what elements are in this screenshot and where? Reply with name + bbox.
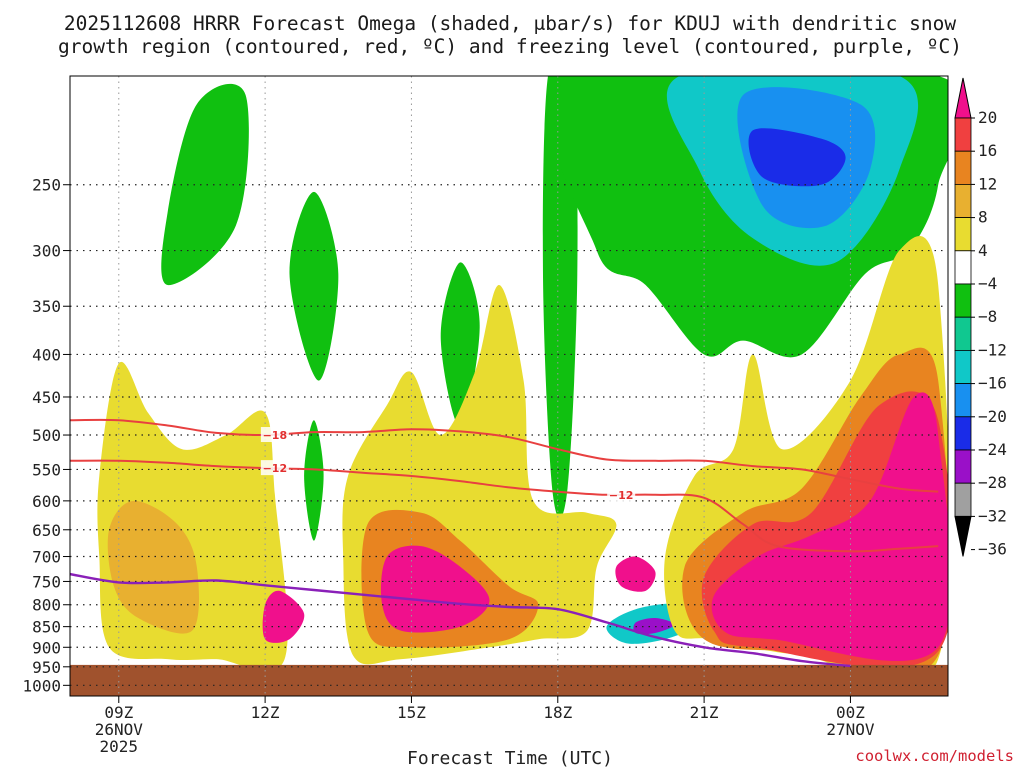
contour-label-0: −18 <box>263 429 288 442</box>
omega-region-upper-core <box>748 128 846 187</box>
below-ground-fill <box>70 664 948 696</box>
y-tick-label-400: 400 <box>32 345 61 364</box>
contour-dgz-bottom <box>70 459 939 553</box>
x-tick-label-9-1: 26NOV <box>95 720 144 739</box>
contour-labels: −18 −12 −12 <box>260 427 636 502</box>
colorbar-label-2: 12 <box>978 174 997 193</box>
colorbar-segment-6 <box>954 283 972 318</box>
y-tick-label-300: 300 <box>32 242 61 261</box>
x-axis-label: Forecast Time (UTC) <box>407 748 613 768</box>
chart-title-line-1: 2025112608 HRRR Forecast Omega (shaded, … <box>64 12 956 35</box>
y-tick-label-350: 350 <box>32 297 61 316</box>
y-tick-label-900: 900 <box>32 638 61 657</box>
omega-region-descent-magenta-center <box>380 545 490 633</box>
colorbar-label-3: 8 <box>978 208 988 227</box>
colorbar-top-arrow <box>954 77 972 119</box>
x-tick-label-15-0: 15Z <box>397 703 426 722</box>
y-tick-label-650: 650 <box>32 521 61 540</box>
x-tick-label-24-0: 00Z <box>836 703 865 722</box>
colorbar-label-6: −8 <box>978 307 997 326</box>
colorbar-segment-5 <box>954 250 972 285</box>
y-tick-label-700: 700 <box>32 548 61 567</box>
colorbar-label-8: −16 <box>978 374 1007 393</box>
colorbar-label-9: −20 <box>978 407 1007 426</box>
colorbar-segment-2 <box>954 150 972 185</box>
contour-label-1: −12 <box>263 462 288 475</box>
colorbar-label-5: −4 <box>978 274 997 293</box>
y-tick-label-450: 450 <box>32 388 61 407</box>
colorbar-segment-3 <box>954 183 972 218</box>
colorbar-label-0: 20 <box>978 108 997 127</box>
omega-region-descent-magenta-east-2 <box>615 556 656 592</box>
colorbar-segment-11 <box>954 449 972 484</box>
x-tick-label-24-1: 27NOV <box>826 720 875 739</box>
contour-label-bg-2 <box>607 486 636 502</box>
x-tick-label-21-0: 21Z <box>690 703 719 722</box>
contour-freezing-level <box>70 572 851 668</box>
colorbar: 20 16 12 8 4 −4 −8 −12 −16 −20 −24 −28 −32 −36 <box>954 77 1007 559</box>
colorbar-segment-7 <box>954 316 972 351</box>
colorbar-bottom-arrow <box>954 515 972 557</box>
omega-shading <box>97 76 948 687</box>
colorbar-segment-1 <box>954 117 972 152</box>
omega-region-lower-ascent-2-core <box>633 617 675 635</box>
x-tick-label-9-0: 09Z <box>104 703 133 722</box>
y-tick-label-550: 550 <box>32 460 61 479</box>
x-tick-label-12-0: 12Z <box>251 703 280 722</box>
y-tick-label-250: 250 <box>32 176 61 195</box>
y-tick-label-950: 950 <box>32 658 61 677</box>
y-tick-label-750: 750 <box>32 572 61 591</box>
colorbar-segment-12 <box>954 482 972 517</box>
y-tick-label-600: 600 <box>32 492 61 511</box>
y-tick-label-800: 800 <box>32 596 61 615</box>
colorbar-label-11: −28 <box>978 473 1007 492</box>
colorbar-segment-8 <box>954 349 972 384</box>
omega-region-descent-magenta-east <box>711 392 948 662</box>
x-tick-label-9-2: 2025 <box>100 737 139 756</box>
plot-frame <box>69 75 949 697</box>
y-tick-label-850: 850 <box>32 618 61 637</box>
colorbar-segment-4 <box>954 217 972 252</box>
omega-region-upper-ascent-1 <box>161 83 249 286</box>
y-tick-label-1000: 1000 <box>22 676 61 695</box>
omega-region-descent-orange-west <box>107 500 200 634</box>
colorbar-label-12: −32 <box>978 506 1007 525</box>
omega-region-upper-ascent-2 <box>289 191 339 381</box>
x-tick-label-18-0: 18Z <box>543 703 572 722</box>
chart-title-line-2: growth region (contoured, red, ºC) and f… <box>58 35 962 58</box>
y-tick-label-500: 500 <box>32 426 61 445</box>
contour-label-2: −12 <box>609 489 634 502</box>
contour-label-bg-0 <box>260 427 289 443</box>
colorbar-label-7: −12 <box>978 340 1007 359</box>
contour-label-bg-1 <box>260 460 289 476</box>
colorbar-label-13: −36 <box>978 540 1007 559</box>
colorbar-label-4: 4 <box>978 241 988 260</box>
omega-region-ascent-column-3 <box>304 420 324 541</box>
colorbar-segment-10 <box>954 416 972 451</box>
omega-region-descent-magenta-west <box>262 590 305 643</box>
colorbar-segment-9 <box>954 383 972 418</box>
ground-fill <box>70 664 948 696</box>
contour-lines <box>70 418 939 668</box>
contour-dgz-top <box>70 418 939 493</box>
colorbar-label-1: 16 <box>978 141 997 160</box>
credit-link[interactable]: coolwx.com/models <box>855 747 1014 765</box>
colorbar-label-10: −24 <box>978 440 1007 459</box>
y-axis-ticks: 2503003504004505005506006507007508008509… <box>22 176 70 695</box>
